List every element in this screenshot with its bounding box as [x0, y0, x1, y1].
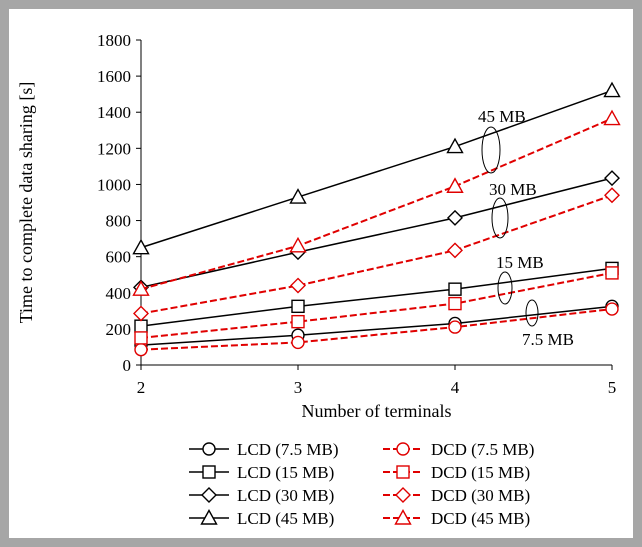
legend-marker	[202, 442, 216, 456]
legend-marker	[394, 509, 412, 525]
data-point	[291, 314, 305, 329]
data-point	[605, 266, 619, 280]
y-tick-label: 600	[106, 248, 132, 267]
legend-marker	[200, 509, 218, 525]
y-tick-label: 0	[123, 356, 132, 375]
data-point	[134, 319, 148, 333]
data-point	[289, 236, 307, 253]
y-axis-label: Time to complete data sharing [s]	[16, 82, 36, 324]
legend-label: LCD (7.5 MB)	[237, 440, 339, 459]
legend-label: LCD (45 MB)	[237, 509, 334, 528]
annotation-label: 30 MB	[489, 180, 537, 199]
x-tick-label: 3	[294, 378, 303, 397]
data-point	[134, 331, 148, 345]
data-point	[446, 177, 464, 193]
legend-label: LCD (15 MB)	[237, 463, 334, 482]
data-point	[291, 335, 305, 350]
y-tick-label: 1000	[97, 175, 131, 194]
y-tick-label: 800	[106, 212, 132, 231]
annotation-label: 45 MB	[478, 107, 526, 126]
annotation-label: 7.5 MB	[522, 330, 574, 349]
data-point	[290, 277, 306, 294]
data-point	[134, 342, 148, 357]
annotation-bracket	[497, 271, 513, 305]
y-tick-label: 1800	[97, 31, 131, 50]
y-tick-label: 400	[106, 284, 132, 303]
legend-label: DCD (7.5 MB)	[431, 440, 534, 459]
y-tick-label: 1200	[97, 139, 131, 158]
legend-label: DCD (45 MB)	[431, 509, 530, 528]
series-line	[140, 177, 613, 289]
annotation-bracket	[525, 299, 539, 327]
data-point	[447, 242, 463, 259]
series-line	[140, 271, 613, 339]
series-line	[140, 308, 613, 351]
series-line	[140, 194, 613, 315]
series-line	[140, 305, 613, 346]
legend-marker	[396, 442, 410, 456]
series-line	[140, 117, 613, 291]
x-tick-label: 2	[137, 378, 146, 397]
data-point	[604, 170, 620, 187]
annotation-label: 15 MB	[496, 253, 544, 272]
data-point	[132, 238, 150, 255]
legend-marker	[396, 465, 410, 479]
data-point	[603, 81, 621, 98]
x-axis-label: Number of terminals	[302, 401, 452, 421]
data-point	[448, 282, 462, 296]
data-point	[132, 280, 150, 296]
legend-label: DCD (30 MB)	[431, 486, 530, 505]
x-tick-label: 4	[451, 378, 460, 397]
x-tick-label: 5	[608, 378, 617, 397]
data-point	[605, 302, 619, 316]
series-line	[140, 89, 613, 249]
annotation-bracket	[491, 197, 509, 239]
data-point	[448, 296, 462, 311]
y-tick-label: 1600	[97, 67, 131, 86]
legend-label: LCD (30 MB)	[237, 486, 334, 505]
data-point	[289, 188, 307, 204]
data-point	[448, 320, 462, 334]
legend-marker	[202, 465, 216, 479]
data-point	[446, 137, 464, 154]
series-line	[140, 267, 613, 327]
legend-label: DCD (15 MB)	[431, 463, 530, 482]
data-point	[603, 109, 621, 126]
legend-marker	[395, 487, 411, 503]
data-point	[133, 305, 149, 322]
data-point	[604, 187, 620, 204]
data-point	[291, 299, 305, 314]
annotation-bracket	[481, 126, 501, 174]
y-tick-label: 1400	[97, 103, 131, 122]
legend-marker	[201, 487, 217, 503]
data-point	[447, 209, 463, 226]
y-tick-label: 200	[106, 320, 132, 339]
